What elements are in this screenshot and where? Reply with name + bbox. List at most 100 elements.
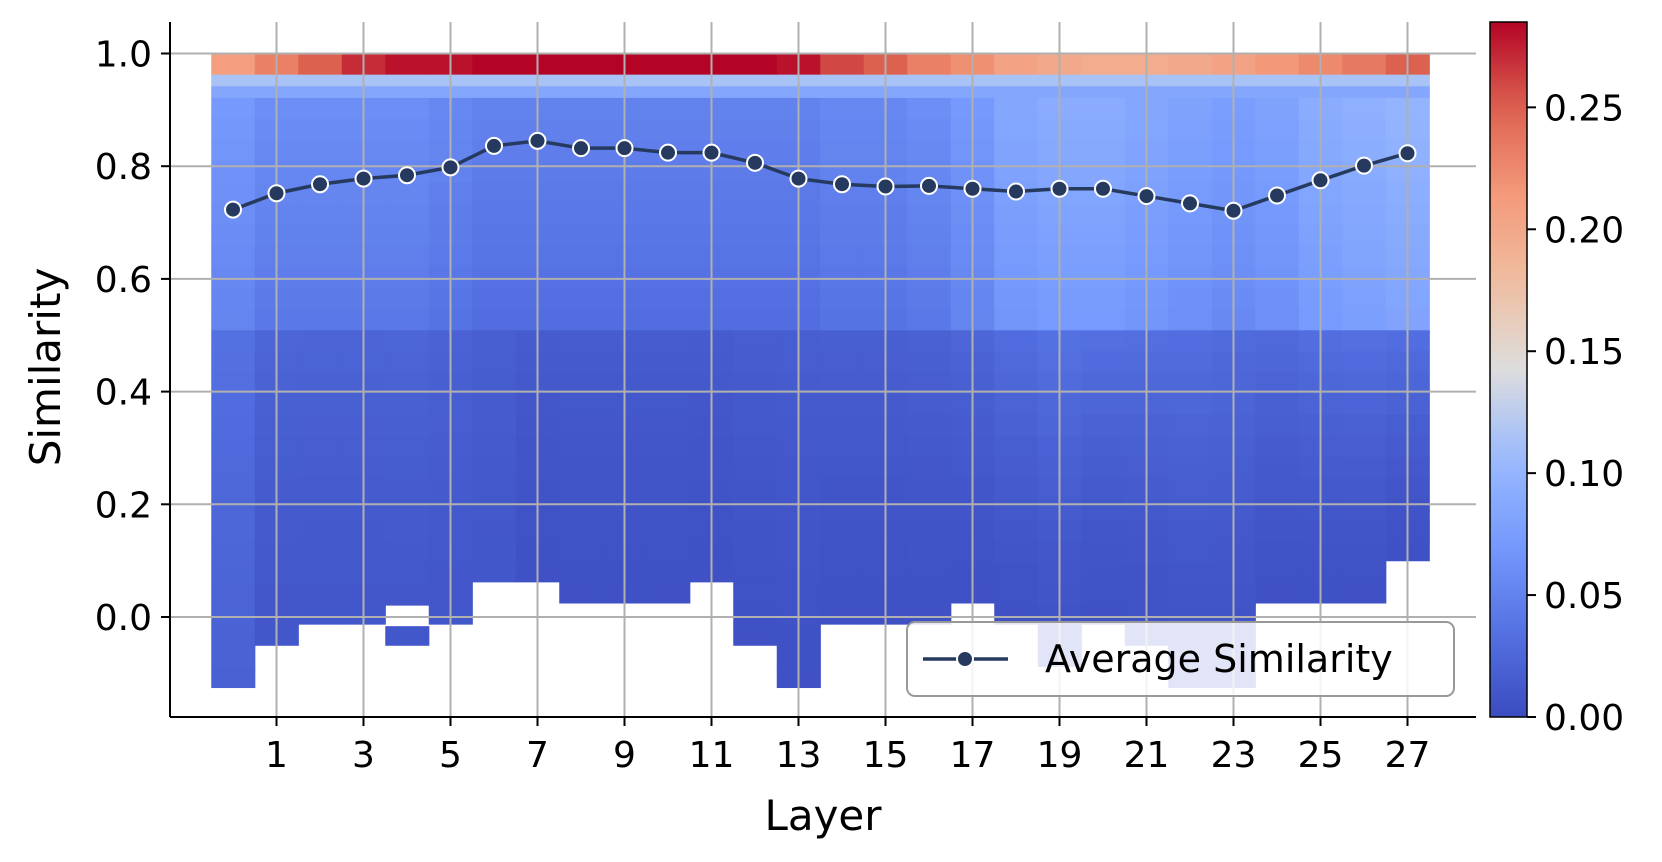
heatmap-cell	[907, 478, 952, 500]
heatmap-cell	[1168, 309, 1213, 331]
heatmap-cell	[298, 605, 343, 625]
heatmap-cell	[298, 541, 343, 564]
heatmap-cell	[1168, 86, 1213, 99]
y-axis-label: Similarity	[21, 268, 70, 467]
heatmap-cell	[1168, 53, 1213, 76]
heatmap-cell	[907, 435, 952, 458]
heatmap-cell	[733, 309, 778, 331]
heatmap-cell	[994, 372, 1039, 395]
heatmap-cell	[1342, 541, 1387, 564]
heatmap-cell	[820, 393, 865, 416]
heatmap-cell	[646, 372, 691, 395]
heatmap-cell	[1255, 224, 1300, 247]
heatmap-cell	[385, 119, 430, 141]
heatmap-cell	[820, 457, 865, 479]
heatmap-cell	[385, 330, 430, 353]
heatmap-cell	[1168, 457, 1213, 479]
heatmap-cell	[385, 478, 430, 500]
heatmap-cell	[559, 309, 604, 331]
series-point	[572, 139, 590, 158]
heatmap-cell	[907, 562, 952, 585]
colorbar-tick-label: 0.25	[1544, 88, 1624, 129]
legend-box	[906, 621, 1455, 697]
heatmap-cell	[994, 288, 1039, 310]
heatmap-cell	[472, 288, 517, 310]
heatmap-cell	[994, 74, 1039, 87]
heatmap-cell	[559, 119, 604, 141]
heatmap-cell	[907, 499, 952, 522]
heatmap-cell	[820, 97, 865, 120]
heatmap-cell	[1081, 53, 1126, 76]
x-tick-label: 7	[526, 735, 549, 776]
heatmap-cell	[211, 393, 256, 416]
heatmap-cell	[385, 520, 430, 543]
heatmap-cell	[1342, 435, 1387, 458]
heatmap-cell	[646, 309, 691, 331]
heatmap-cell	[733, 140, 778, 162]
heatmap-cell	[385, 541, 430, 564]
heatmap-cell	[298, 309, 343, 331]
heatmap-cell	[646, 86, 691, 99]
heatmap-cell	[733, 203, 778, 226]
heatmap-cell	[385, 414, 430, 437]
heatmap-cell	[994, 266, 1039, 289]
heatmap-cell	[820, 435, 865, 458]
heatmap-cell	[820, 372, 865, 395]
series-point	[659, 143, 677, 162]
legend-point-marker	[956, 650, 974, 668]
heatmap-cell	[211, 351, 256, 374]
heatmap-cell	[907, 414, 952, 437]
heatmap-cell	[1255, 372, 1300, 395]
heatmap-cell	[1168, 583, 1213, 606]
heatmap-cell	[472, 330, 517, 353]
heatmap-cell	[820, 53, 865, 76]
heatmap-cell	[646, 414, 691, 437]
heatmap-cell	[820, 140, 865, 162]
heatmap-cell	[211, 605, 256, 627]
heatmap-cell	[1342, 119, 1387, 141]
grid-lines	[170, 22, 1476, 717]
heatmap-cell	[1081, 86, 1126, 99]
heatmap-cell	[211, 562, 256, 585]
y-tick-label: 0.8	[95, 147, 152, 188]
x-tick-label: 5	[439, 735, 462, 776]
heatmap-cell	[1255, 562, 1300, 585]
heatmap-cell	[1342, 288, 1387, 310]
heatmap-cell	[646, 203, 691, 226]
x-tick-label: 13	[776, 735, 822, 776]
heatmap-cell	[385, 499, 430, 522]
heatmap-cell	[385, 182, 430, 205]
heatmap-cell	[1342, 182, 1387, 205]
series-point	[441, 158, 460, 177]
heatmap-cell	[907, 203, 952, 226]
heatmap-cell	[733, 86, 778, 99]
heatmap-cell	[820, 351, 865, 374]
heatmap-cell	[1255, 309, 1300, 331]
heatmap-cell	[1342, 499, 1387, 522]
heatmap-cell	[559, 161, 604, 184]
x-tick-label: 19	[1037, 735, 1083, 776]
heatmap-cell	[1255, 499, 1300, 522]
heatmap-cell	[298, 393, 343, 416]
x-tick-label: 11	[689, 735, 735, 776]
heatmap-cell	[994, 541, 1039, 564]
heatmap-cell	[211, 309, 256, 331]
heatmap-cell	[298, 372, 343, 395]
series-line	[232, 139, 1408, 213]
heatmap-cell	[820, 182, 865, 205]
x-tick-label: 23	[1211, 735, 1257, 776]
heatmap-cell	[994, 499, 1039, 522]
heatmap-cell	[733, 562, 778, 585]
series-point	[789, 169, 808, 188]
heatmap-cell	[1081, 309, 1126, 331]
heatmap-cell	[1342, 583, 1387, 604]
heatmap-cell	[1342, 74, 1387, 87]
heatmap-cell	[907, 372, 952, 395]
heatmap-cell	[733, 541, 778, 564]
heatmap-cell	[1168, 499, 1213, 522]
heatmap-cell	[559, 86, 604, 99]
heatmap-cell	[298, 203, 343, 226]
x-tick-label: 21	[1124, 735, 1170, 776]
heatmap-cell	[1342, 457, 1387, 479]
